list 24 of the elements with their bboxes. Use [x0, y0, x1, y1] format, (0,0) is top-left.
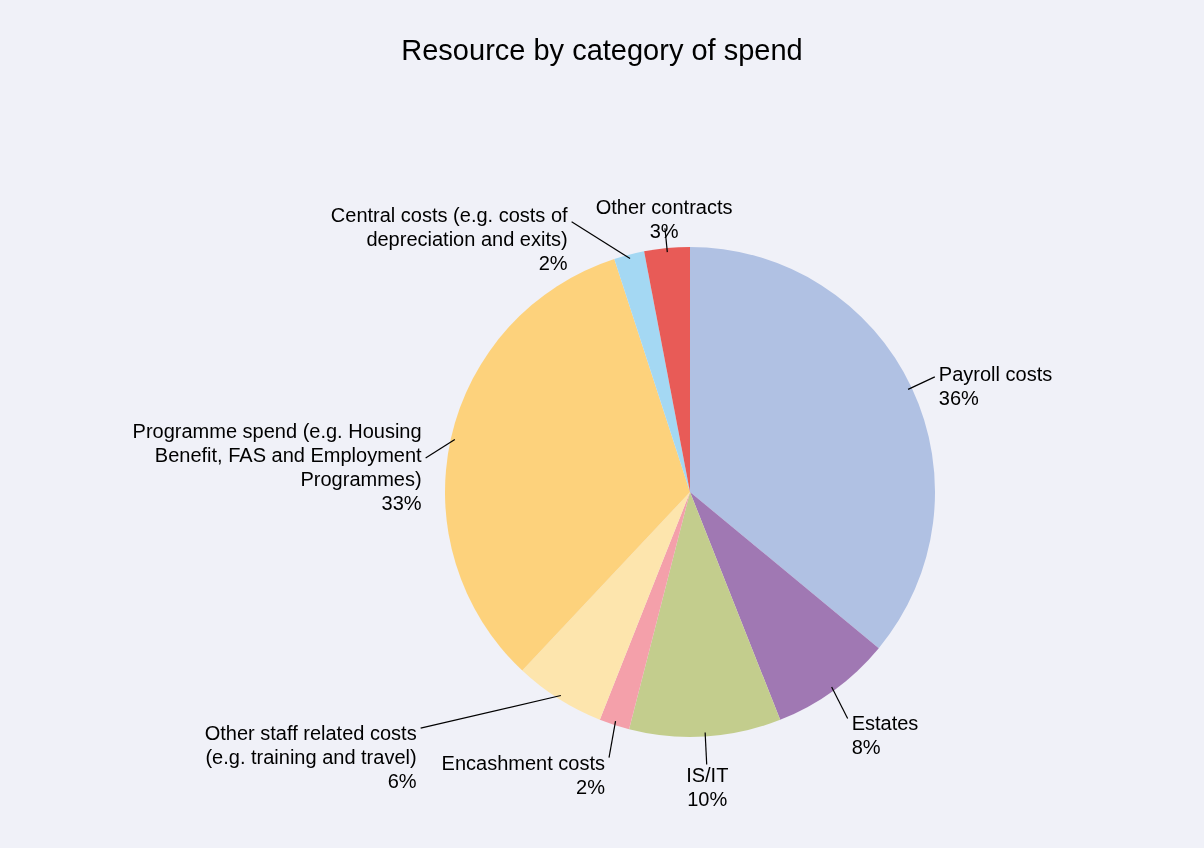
- pie-slice: [614, 251, 690, 492]
- slice-label: Payroll costs: [938, 362, 1053, 385]
- pie-slice: [690, 247, 935, 649]
- slice-label: Other staff related costs (e.g. training and travel): [204, 722, 417, 769]
- pie-slice: [445, 258, 690, 671]
- data-label: 8%: [851, 736, 881, 759]
- slice-label: Estates: [851, 712, 919, 735]
- data-label: 36%: [938, 386, 980, 409]
- data-label: 6%: [387, 770, 417, 793]
- data-label: 3%: [649, 220, 679, 243]
- pie-slice: [522, 492, 690, 720]
- data-label: 2%: [576, 775, 606, 798]
- slice-label: Programme spend (e.g. Housing Benefit, FAS and Employment Programmes): [132, 420, 423, 491]
- pie-slice: [599, 492, 690, 730]
- chart-title: Resource by category of spend: [401, 34, 803, 66]
- pie-slice: [629, 492, 781, 737]
- data-label: 2%: [538, 251, 568, 274]
- data-label: 33%: [381, 492, 422, 515]
- slice-label: IS/IT: [686, 764, 729, 787]
- pie-slice: [644, 247, 690, 492]
- slice-label: Encashment costs: [441, 751, 606, 774]
- data-label: 10%: [687, 788, 728, 811]
- slice-label: Other contracts: [595, 196, 733, 219]
- slice-label: Central costs (e.g. costs of depreciation and exits): [330, 203, 569, 250]
